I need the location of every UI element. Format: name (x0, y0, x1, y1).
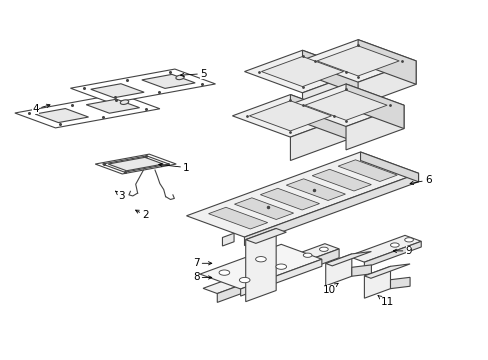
Text: 7: 7 (192, 258, 211, 268)
Polygon shape (287, 84, 403, 126)
Polygon shape (261, 57, 343, 87)
Polygon shape (245, 229, 276, 302)
Polygon shape (347, 235, 420, 262)
Polygon shape (244, 173, 418, 246)
Text: 8: 8 (192, 273, 211, 283)
Polygon shape (302, 50, 360, 95)
Ellipse shape (390, 243, 398, 247)
Polygon shape (351, 265, 371, 276)
Polygon shape (95, 154, 176, 174)
Polygon shape (337, 160, 396, 181)
Ellipse shape (319, 247, 327, 251)
Polygon shape (240, 259, 321, 296)
Text: 10: 10 (322, 283, 338, 295)
Text: 1: 1 (159, 163, 189, 172)
Text: 5: 5 (180, 69, 206, 79)
Text: 9: 9 (392, 246, 411, 256)
Polygon shape (203, 244, 338, 293)
Polygon shape (360, 152, 418, 182)
Polygon shape (244, 50, 360, 93)
Polygon shape (200, 244, 321, 289)
Text: 11: 11 (377, 296, 393, 307)
Ellipse shape (239, 278, 249, 283)
Ellipse shape (120, 100, 128, 104)
Polygon shape (364, 264, 409, 278)
Polygon shape (300, 40, 415, 82)
Text: 4: 4 (32, 104, 50, 114)
Polygon shape (91, 84, 144, 98)
Text: 3: 3 (115, 191, 124, 201)
Ellipse shape (275, 264, 286, 269)
Polygon shape (249, 101, 331, 131)
Text: 2: 2 (135, 210, 148, 220)
Ellipse shape (404, 238, 412, 242)
Polygon shape (364, 241, 420, 268)
Polygon shape (357, 40, 415, 84)
Ellipse shape (219, 270, 229, 275)
Polygon shape (35, 109, 88, 123)
Polygon shape (70, 69, 215, 103)
Polygon shape (390, 277, 409, 289)
Polygon shape (357, 61, 415, 105)
Polygon shape (290, 116, 348, 161)
Polygon shape (316, 46, 398, 76)
Polygon shape (260, 188, 319, 210)
Ellipse shape (255, 257, 265, 262)
Polygon shape (234, 198, 293, 220)
Polygon shape (142, 75, 195, 89)
Text: 6: 6 (409, 175, 430, 185)
Polygon shape (325, 254, 351, 286)
Polygon shape (186, 152, 418, 237)
Polygon shape (108, 157, 163, 171)
Polygon shape (217, 249, 338, 302)
Polygon shape (325, 252, 371, 266)
Polygon shape (222, 233, 234, 246)
Polygon shape (15, 94, 160, 128)
Ellipse shape (176, 75, 184, 80)
Polygon shape (232, 95, 348, 137)
Polygon shape (245, 229, 286, 243)
Polygon shape (364, 266, 390, 298)
Polygon shape (346, 84, 403, 129)
Polygon shape (86, 99, 139, 113)
Ellipse shape (303, 253, 311, 257)
Polygon shape (305, 90, 386, 120)
Polygon shape (290, 95, 348, 139)
Polygon shape (346, 105, 403, 150)
Polygon shape (285, 179, 345, 201)
Polygon shape (302, 72, 360, 116)
Polygon shape (311, 169, 370, 191)
Polygon shape (208, 207, 267, 229)
